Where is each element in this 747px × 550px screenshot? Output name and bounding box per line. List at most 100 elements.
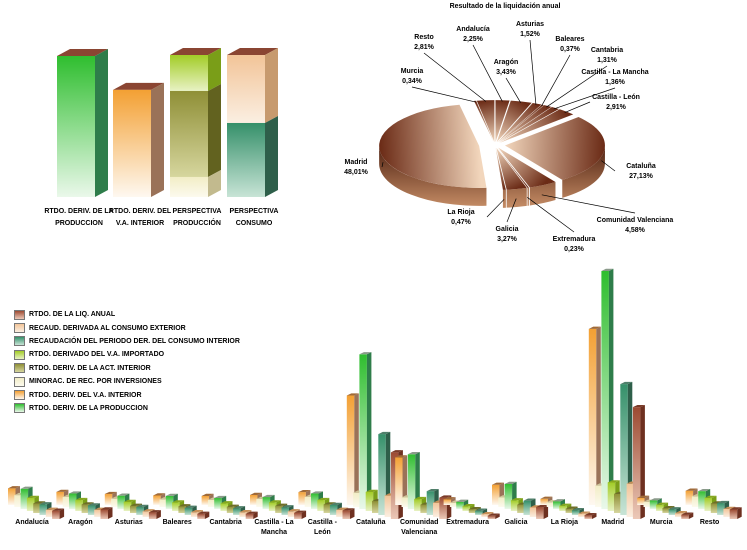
bar-galicia-consumo_exterior[interactable] [529,507,538,517]
bar-andalucia-liq_anual[interactable] [52,510,60,519]
bar-extremadura-act_interior[interactable] [468,509,477,513]
bar-cantabria-minorac[interactable] [207,499,216,507]
pie-slice-Madrid[interactable] [379,104,487,188]
bar-madrid-va_interior[interactable] [588,328,597,505]
bar-resto-va_importado[interactable] [704,497,713,511]
bar-castilla_la_mancha-act_interior[interactable] [275,505,283,513]
bar-c_valenciana-minorac[interactable] [401,497,410,507]
bar-c_valenciana-produccion[interactable] [407,454,416,509]
bar-castilla_la_mancha-produccion[interactable] [262,497,271,509]
bar-castilla_leon-minorac[interactable] [304,497,313,507]
bar-cataluna-produccion[interactable] [359,354,367,509]
bar-la_rioja-va_interior[interactable] [540,498,548,505]
bar-cantabria-va_importado[interactable] [220,503,229,511]
top-bar-3-seg-consumo_interior[interactable] [227,122,265,197]
pie-slice-Extremadura[interactable] [497,147,529,188]
bar-resto-consumo_exterior[interactable] [723,508,731,517]
top-bar-2-seg-minorac[interactable] [170,176,208,197]
top-bar-2-seg-act_interior[interactable] [170,90,208,177]
bar-madrid-consumo_exterior[interactable] [626,483,635,517]
bar-extremadura-produccion[interactable] [456,501,464,509]
bar-c_valenciana-va_interior[interactable] [395,457,403,505]
bar-extremadura-consumo_exterior[interactable] [481,514,489,517]
bar-baleares-va_importado[interactable] [172,502,180,511]
bar-asturias-va_interior[interactable] [104,494,113,505]
bar-c_valenciana-act_interior[interactable] [420,504,428,513]
bar-resto-liq_anual[interactable] [729,509,738,519]
bar-asturias-va_importado[interactable] [123,501,132,511]
pie-slice-Baleares[interactable] [498,104,544,143]
bar-castilla_la_mancha-minorac[interactable] [256,498,264,507]
bar-galicia-liq_anual[interactable] [536,507,544,519]
top-bar-0-seg-produccion[interactable] [57,56,95,197]
bar-castilla_leon-consumo_interior[interactable] [329,505,338,515]
bar-asturias-consumo_exterior[interactable] [142,511,151,517]
bar-cantabria-act_interior[interactable] [226,506,235,513]
top-bar-1-seg-va_interior[interactable] [113,89,151,197]
bar-extremadura-liq_anual[interactable] [487,515,496,519]
legend-item-consumo_exterior[interactable]: RECAUD. DERIVADA AL CONSUMO EXTERIOR [14,321,240,334]
pie-slice-Castilla - La Mancha[interactable] [498,106,559,143]
bar-andalucia-consumo_interior[interactable] [39,504,48,515]
bar-andalucia-va_interior[interactable] [8,488,16,505]
bar-cantabria-consumo_interior[interactable] [233,508,241,515]
bar-extremadura-va_interior[interactable] [443,499,452,505]
pie-slice-La Rioja[interactable] [495,147,506,190]
bar-cataluna-consumo_exterior[interactable] [384,495,393,517]
bar-aragon-consumo_interior[interactable] [87,505,96,515]
bar-madrid-liq_anual[interactable] [632,407,641,519]
bar-castilla_la_mancha-liq_anual[interactable] [294,512,302,519]
bar-la_rioja-produccion[interactable] [553,501,561,509]
pie-slice-Galicia[interactable] [496,147,527,190]
bar-castilla_leon-consumo_exterior[interactable] [336,509,344,517]
bar-castilla_la_mancha-consumo_interior[interactable] [281,507,290,515]
bar-galicia-consumo_interior[interactable] [523,500,532,515]
pie-slice-Murcia[interactable] [474,100,494,143]
bar-cantabria-va_interior[interactable] [201,495,210,505]
legend-item-va_interior[interactable]: RTDO. DERIV. DEL V.A. INTERIOR [14,388,240,401]
bar-castilla_leon-va_interior[interactable] [298,492,306,505]
bar-murcia-va_interior[interactable] [637,497,645,505]
top-bar-2-seg-va_importado[interactable] [170,55,208,91]
bar-madrid-va_importado[interactable] [607,482,616,511]
bar-murcia-act_interior[interactable] [662,508,670,513]
bar-c_valenciana-liq_anual[interactable] [439,497,447,519]
bar-castilla_leon-liq_anual[interactable] [342,510,351,519]
bar-extremadura-consumo_interior[interactable] [475,510,483,515]
bar-galicia-va_importado[interactable] [510,500,519,511]
bar-asturias-consumo_interior[interactable] [136,506,144,515]
bar-cantabria-consumo_exterior[interactable] [239,512,247,517]
bar-la_rioja-act_interior[interactable] [565,508,574,513]
bar-baleares-consumo_exterior[interactable] [191,512,199,517]
bar-aragon-va_importado[interactable] [75,500,83,511]
bar-baleares-consumo_interior[interactable] [184,507,193,515]
pie-slice-Aragón[interactable] [496,100,532,143]
bar-cataluna-consumo_interior[interactable] [378,434,386,515]
pie-slice-Andalucía[interactable] [495,100,510,143]
bar-cantabria-produccion[interactable] [214,498,222,509]
bar-extremadura-minorac[interactable] [449,502,458,507]
bar-andalucia-consumo_exterior[interactable] [45,509,54,517]
bar-murcia-consumo_exterior[interactable] [675,513,683,517]
bar-madrid-consumo_interior[interactable] [620,384,628,515]
bar-baleares-va_interior[interactable] [153,495,161,505]
bar-c_valenciana-consumo_exterior[interactable] [433,502,441,517]
bar-la_rioja-consumo_exterior[interactable] [578,513,586,517]
bar-andalucia-va_importado[interactable] [26,497,35,511]
bar-c_valenciana-va_importado[interactable] [414,499,422,511]
bar-resto-consumo_interior[interactable] [717,503,725,515]
bar-aragon-liq_anual[interactable] [100,509,109,519]
bar-resto-minorac[interactable] [691,496,700,507]
bar-la_rioja-minorac[interactable] [546,502,555,507]
bar-baleares-minorac[interactable] [159,499,168,507]
bar-baleares-liq_anual[interactable] [197,513,205,519]
pie-slice-Resto[interactable] [476,100,495,143]
legend-item-va_importado[interactable]: RTDO. DERIVADO DEL V.A. IMPORTADO [14,348,240,361]
bar-castilla_leon-va_importado[interactable] [317,500,325,511]
bar-asturias-minorac[interactable] [111,498,119,507]
bar-madrid-produccion[interactable] [601,271,609,509]
bar-aragon-va_interior[interactable] [56,491,64,505]
bar-murcia-produccion[interactable] [649,500,658,509]
bar-madrid-act_interior[interactable] [614,493,622,513]
pie-slice-Cantabria[interactable] [498,105,552,143]
